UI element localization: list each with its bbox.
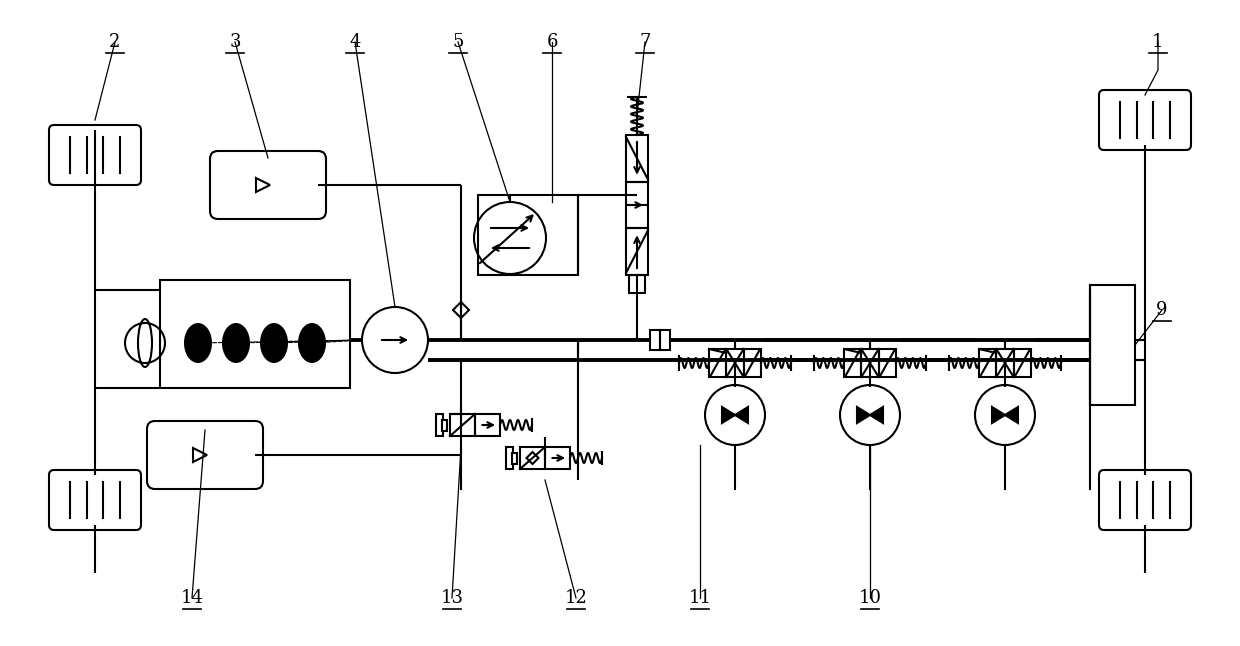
Ellipse shape bbox=[222, 323, 250, 363]
Bar bbox=[709, 349, 727, 377]
FancyBboxPatch shape bbox=[1099, 470, 1190, 530]
Bar bbox=[879, 349, 897, 377]
Bar bbox=[727, 349, 744, 377]
Bar bbox=[477, 195, 578, 275]
Polygon shape bbox=[992, 407, 1004, 423]
Text: 13: 13 bbox=[440, 589, 464, 607]
Text: 9: 9 bbox=[1156, 301, 1168, 319]
Text: 5: 5 bbox=[453, 33, 464, 51]
Text: 14: 14 bbox=[181, 589, 203, 607]
Bar bbox=[626, 135, 649, 182]
Polygon shape bbox=[870, 407, 883, 423]
Bar bbox=[626, 228, 649, 275]
Bar bbox=[1013, 349, 1030, 377]
Bar bbox=[744, 349, 761, 377]
Bar bbox=[441, 419, 446, 430]
Ellipse shape bbox=[298, 323, 326, 363]
Text: 4: 4 bbox=[350, 33, 361, 51]
Bar bbox=[436, 414, 443, 436]
Bar bbox=[160, 280, 350, 388]
Ellipse shape bbox=[260, 323, 288, 363]
Bar bbox=[980, 349, 996, 377]
FancyBboxPatch shape bbox=[1099, 90, 1190, 150]
FancyBboxPatch shape bbox=[50, 470, 141, 530]
Text: 12: 12 bbox=[564, 589, 588, 607]
Polygon shape bbox=[1004, 407, 1018, 423]
Bar bbox=[546, 447, 570, 469]
Bar bbox=[1090, 285, 1135, 405]
Bar bbox=[660, 330, 670, 350]
Bar bbox=[450, 414, 475, 436]
Polygon shape bbox=[527, 452, 538, 464]
Text: 3: 3 bbox=[229, 33, 241, 51]
Text: 11: 11 bbox=[688, 589, 712, 607]
Bar bbox=[506, 447, 513, 469]
Bar bbox=[844, 349, 862, 377]
Bar bbox=[650, 330, 660, 350]
FancyBboxPatch shape bbox=[210, 151, 326, 219]
FancyBboxPatch shape bbox=[148, 421, 263, 489]
Text: 6: 6 bbox=[547, 33, 558, 51]
Text: 1: 1 bbox=[1152, 33, 1164, 51]
Bar bbox=[475, 414, 500, 436]
Bar bbox=[512, 452, 517, 463]
Bar bbox=[626, 182, 649, 228]
Circle shape bbox=[474, 202, 546, 274]
Ellipse shape bbox=[184, 323, 212, 363]
Bar bbox=[996, 349, 1013, 377]
FancyBboxPatch shape bbox=[50, 125, 141, 185]
Bar bbox=[629, 275, 645, 293]
Circle shape bbox=[975, 385, 1035, 445]
Text: 7: 7 bbox=[640, 33, 651, 51]
Polygon shape bbox=[722, 407, 735, 423]
Polygon shape bbox=[735, 407, 748, 423]
Circle shape bbox=[839, 385, 900, 445]
Text: 2: 2 bbox=[109, 33, 120, 51]
Ellipse shape bbox=[138, 319, 153, 367]
Circle shape bbox=[706, 385, 765, 445]
Polygon shape bbox=[453, 302, 469, 318]
Bar bbox=[520, 447, 546, 469]
Bar bbox=[862, 349, 879, 377]
Text: 10: 10 bbox=[858, 589, 882, 607]
Circle shape bbox=[362, 307, 428, 373]
Polygon shape bbox=[857, 407, 870, 423]
